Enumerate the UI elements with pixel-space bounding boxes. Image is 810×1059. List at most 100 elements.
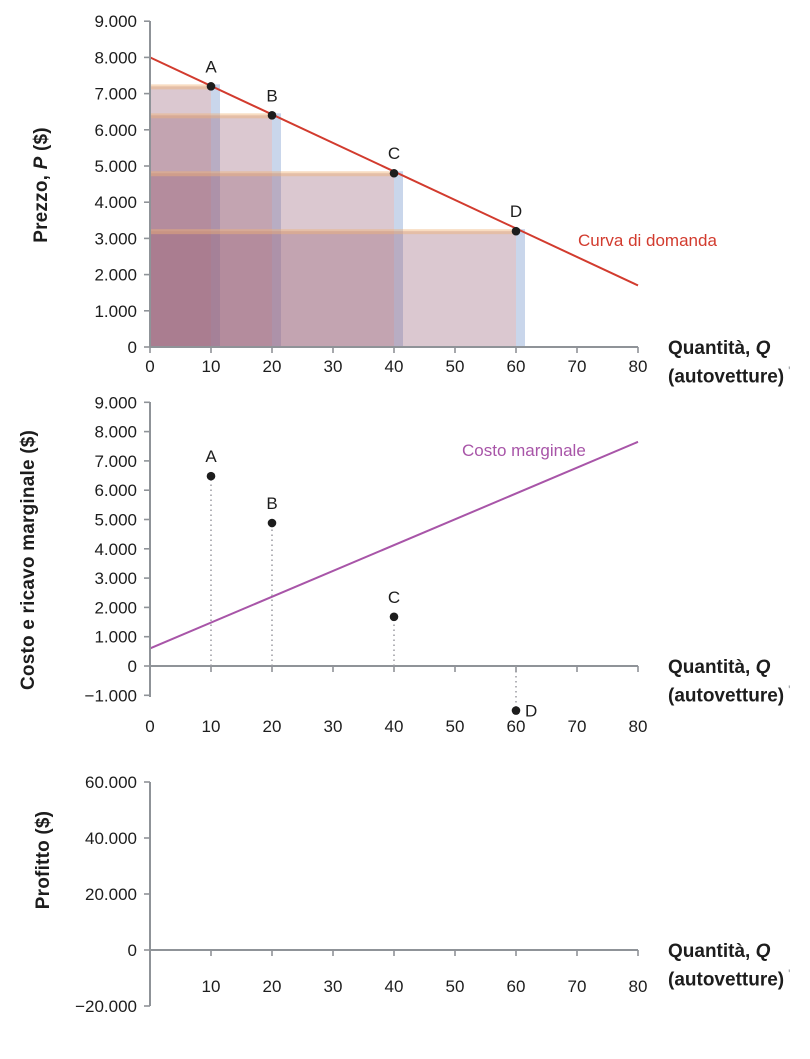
marginal-chart-x-tick-label: 60: [507, 717, 526, 736]
demand-chart-y-tick-label: 0: [128, 338, 137, 357]
point-D: [511, 706, 521, 715]
point-C: [389, 168, 399, 178]
marginal-cost-label: Costo marginale: [462, 441, 586, 460]
marginal-chart-curve: [149, 440, 639, 650]
marginal-chart-y-tick-label: 3.000: [94, 569, 137, 588]
marginal-chart-x-tick-label: 80: [629, 717, 648, 736]
point-A: [206, 471, 216, 481]
profit-chart-y-tick-label: 0: [128, 941, 137, 960]
y-axis-title-prezzo: Prezzo, P ($): [31, 127, 53, 243]
revenue-rect-top-edge-B: [150, 113, 272, 119]
point-C: [389, 612, 399, 622]
demand-chart-y-tick-label: 5.000: [94, 157, 137, 176]
demand-chart-y-tick-label: 1.000: [94, 302, 137, 321]
footnote-prime-mark: ': [788, 364, 791, 378]
marginal-chart-y-tick-label: 1.000: [94, 628, 137, 647]
footnote-prime-mark: ': [788, 967, 791, 981]
profit-chart-x-tick-label: 40: [385, 977, 404, 996]
marginal-chart-y-tick-label: 2.000: [94, 598, 137, 617]
marginal-chart-x-tick-label: 20: [263, 717, 282, 736]
point-label-A: A: [205, 447, 217, 466]
demand-chart-x-tick-label: 0: [145, 357, 154, 376]
point-A: [206, 82, 216, 91]
marginal-chart-x-tick-label: 0: [145, 717, 154, 736]
revenue-rect-right-edge-D: [516, 229, 525, 347]
revenue-rect-fill-D: [150, 231, 516, 347]
demand-chart-y-tick-label: 6.000: [94, 121, 137, 140]
revenue-rect-fill-C: [150, 173, 394, 347]
y-axis-title-costo-ricavo: Costo e ricavo marginale ($): [18, 430, 40, 690]
demand-chart-x-tick-label: 10: [202, 357, 221, 376]
marginal-chart-x-tick-label: 40: [385, 717, 404, 736]
marginal-chart-y-tick-label: 8.000: [94, 423, 137, 442]
revenue-rect-top-edge-C: [150, 171, 394, 177]
profit-chart-x-tick-label: 80: [629, 977, 648, 996]
profit-chart-x-tick-label: 10: [202, 977, 221, 996]
marginal-chart-x-tick-label: 50: [446, 717, 465, 736]
marginal-chart-y-tick-label: 9.000: [94, 393, 137, 412]
demand-chart-y-tick-label: 7.000: [94, 85, 137, 104]
x-axis-title-chart2-line1: Quantità, Q: [668, 657, 771, 678]
profit-chart-x-tick-label: 70: [568, 977, 587, 996]
point-label-B: B: [266, 494, 277, 513]
point-label-D: D: [510, 202, 522, 221]
profit-chart-x-tick-label: 60: [507, 977, 526, 996]
demand-chart-y-tick-label: 9.000: [94, 12, 137, 31]
x-axis-title-chart3: Quantità, Q (autovetture) ': [668, 940, 790, 991]
demand-chart-x-tick-label: 40: [385, 357, 404, 376]
profit-chart-y-tick-label: 60.000: [85, 773, 137, 792]
marginal-chart-y-tick-label: 7.000: [94, 452, 137, 471]
revenue-rect-fill-A: [150, 86, 211, 348]
profit-chart-y-tick-label: −20.000: [75, 997, 137, 1016]
point-label-A: A: [205, 57, 217, 76]
point-label-C: C: [388, 144, 400, 163]
revenue-rect-fill-B: [150, 115, 272, 347]
marginal-chart-x-tick-label: 10: [202, 717, 221, 736]
y-axis-title-profitto: Profitto ($): [33, 811, 55, 909]
x-axis-title-chart1-line2: (autovetture) ': [668, 364, 791, 388]
marginal-chart-y-tick-label: 5.000: [94, 511, 137, 530]
point-B: [267, 111, 277, 120]
demand-chart-x-tick-label: 80: [629, 357, 648, 376]
profit-chart-x-tick-label: 30: [324, 977, 343, 996]
point-B: [267, 518, 277, 528]
demand-chart-x-tick-label: 20: [263, 357, 282, 376]
y-axis-title-prezzo-var: P: [31, 156, 52, 170]
revenue-rect-top-edge-A: [150, 84, 211, 90]
x-axis-title-chart2-line2: (autovetture) ': [668, 683, 791, 707]
x-axis-title-chart3-line2: (autovetture) ': [668, 967, 791, 991]
profit-chart-x-tick-label: 50: [446, 977, 465, 996]
x-axis-title-chart1: Quantità, Q (autovetture) ': [668, 337, 790, 388]
marginal-chart-y-tick-label: 0: [128, 657, 137, 676]
revenue-rect-top-edge-D: [150, 229, 516, 235]
demand-chart-x-tick-label: 30: [324, 357, 343, 376]
profit-chart-y-tick-label: 20.000: [85, 885, 137, 904]
y-axis-title-profitto-text: Profitto ($): [33, 810, 54, 910]
point-label-B: B: [266, 86, 277, 105]
demand-chart-x-tick-label: 50: [446, 357, 465, 376]
point-label-C: C: [388, 588, 400, 607]
demand-chart-x-tick-label: 70: [568, 357, 587, 376]
revenue-rect-right-edge-B: [272, 113, 281, 347]
footnote-prime-mark: ': [788, 683, 791, 697]
profit-chart-y-tick-label: 40.000: [85, 829, 137, 848]
demand-chart-y-tick-label: 8.000: [94, 48, 137, 67]
marginal-chart-y-tick-label: −1.000: [85, 686, 137, 705]
revenue-rect-right-edge-A: [211, 84, 220, 348]
marginal-chart-x-tick-label: 30: [324, 717, 343, 736]
y-axis-title-prezzo-post: ($): [31, 127, 52, 157]
x-axis-title-chart2: Quantità, Q (autovetture) ': [668, 656, 790, 707]
demand-chart-y-tick-label: 2.000: [94, 266, 137, 285]
demand-curve-label: Curva di domanda: [578, 231, 717, 250]
y-axis-title-costo-ricavo-text: Costo e ricavo marginale ($): [18, 429, 39, 691]
demand-chart-x-tick-label: 60: [507, 357, 526, 376]
point-D: [511, 226, 521, 236]
marginal-chart-y-tick-label: 6.000: [94, 481, 137, 500]
profit-chart-x-tick-label: 20: [263, 977, 282, 996]
x-axis-title-chart3-line1: Quantità, Q: [668, 941, 771, 962]
point-label-D: D: [525, 702, 537, 721]
revenue-rect-right-edge-C: [394, 171, 403, 347]
demand-chart-y-tick-label: 3.000: [94, 229, 137, 248]
